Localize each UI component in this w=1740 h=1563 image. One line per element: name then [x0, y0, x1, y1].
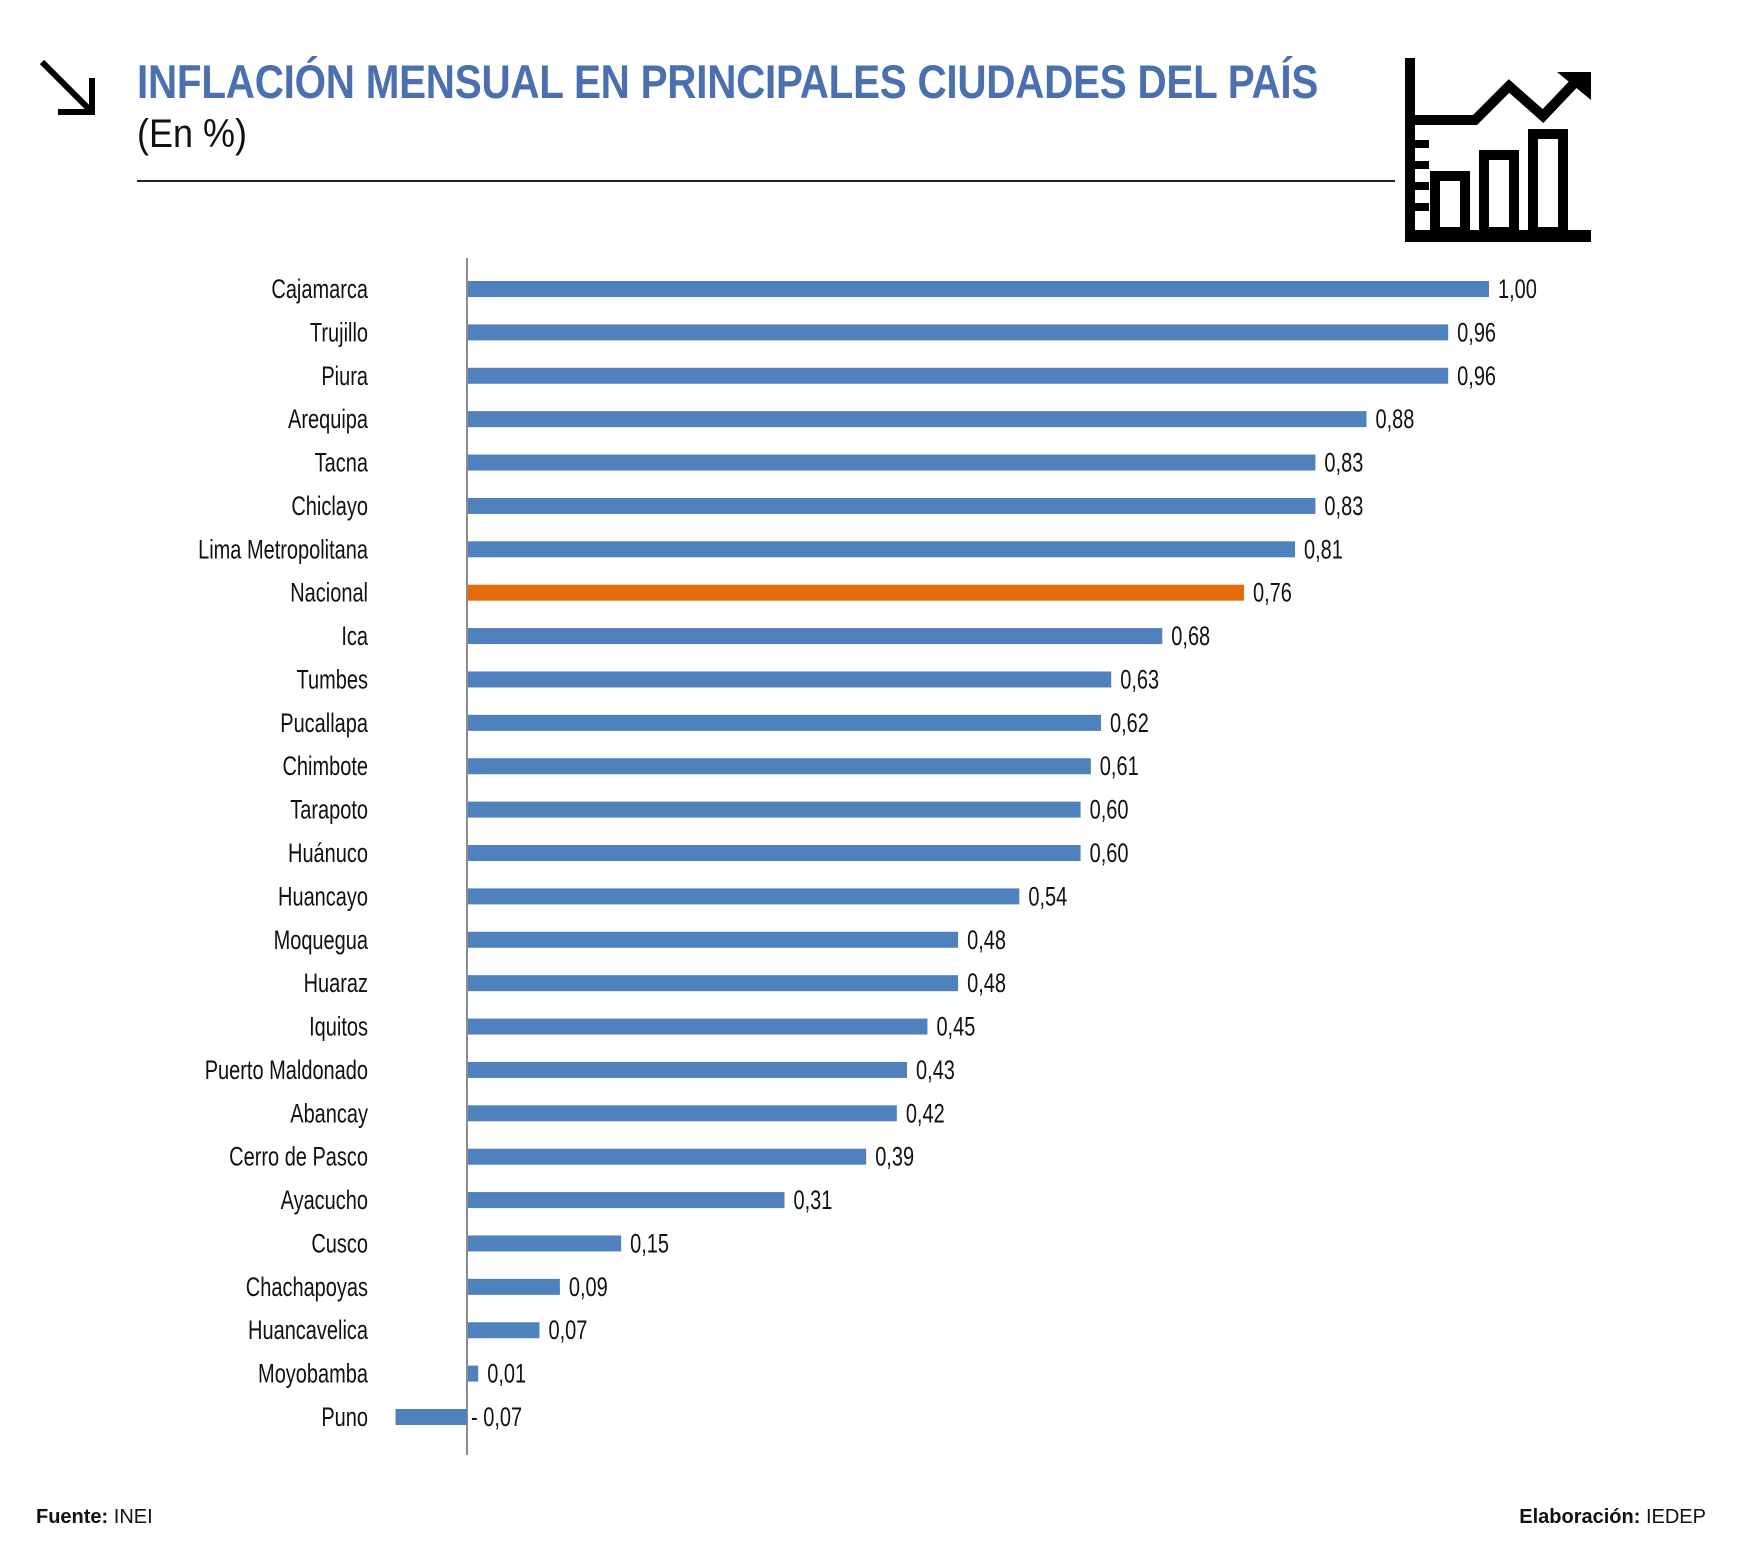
source-note: Fuente: INEI	[36, 1506, 153, 1529]
category-label: Moquegua	[274, 925, 369, 956]
data-label: 0,54	[1028, 882, 1067, 913]
source-value: INEI	[113, 1506, 153, 1528]
category-label: Tacna	[315, 448, 369, 479]
bar	[468, 1365, 479, 1382]
category-label: Lima Metropolitana	[198, 534, 369, 565]
bar	[468, 281, 1489, 297]
title-divider	[137, 180, 1395, 182]
bar	[468, 541, 1296, 558]
category-label: Ayacucho	[281, 1185, 368, 1216]
bar	[468, 758, 1091, 775]
arrow-down-right-icon	[39, 59, 95, 115]
data-label: 0,63	[1120, 665, 1159, 696]
credit-value: IEDEP	[1645, 1506, 1706, 1528]
category-label: Chiclayo	[291, 491, 368, 522]
data-label: 0,60	[1090, 838, 1129, 869]
category-label: Iquitos	[309, 1012, 368, 1043]
data-label: 0,76	[1253, 578, 1292, 609]
data-label: 0,09	[569, 1272, 608, 1303]
bar	[468, 1278, 560, 1295]
data-label: 0,60	[1090, 795, 1129, 826]
data-label: - 0,07	[471, 1402, 522, 1433]
category-label: Huaraz	[304, 968, 368, 999]
bar	[468, 1322, 540, 1339]
bar	[468, 1235, 622, 1252]
category-label: Arequipa	[288, 404, 369, 435]
bar	[468, 454, 1316, 471]
category-label: Cusco	[311, 1229, 368, 1260]
bar	[468, 888, 1020, 905]
data-label: 0,96	[1457, 318, 1496, 349]
data-label: 1,00	[1498, 274, 1537, 305]
bar	[468, 931, 959, 948]
category-label: Tarapoto	[290, 795, 368, 826]
bar	[468, 628, 1163, 645]
bar	[468, 1192, 785, 1209]
category-label: Huánuco	[288, 838, 368, 869]
category-label: Abancay	[290, 1098, 368, 1129]
bar-line-chart-icon	[1405, 58, 1591, 242]
data-label: 0,01	[487, 1359, 526, 1390]
category-label: Tumbes	[297, 665, 369, 696]
data-label: 0,62	[1110, 708, 1149, 739]
category-label: Nacional	[290, 578, 368, 609]
data-label: 0,15	[630, 1229, 669, 1260]
bar	[468, 1148, 867, 1165]
data-label: 0,48	[967, 968, 1006, 999]
data-label: 0,81	[1304, 534, 1343, 565]
bar	[468, 1018, 928, 1035]
data-label: 0,96	[1457, 361, 1496, 392]
category-label: Ica	[341, 621, 368, 652]
bar	[468, 324, 1449, 341]
category-label: Chimbote	[282, 751, 368, 782]
category-label: Huancayo	[278, 882, 368, 913]
data-label: 0,83	[1324, 448, 1363, 479]
bar	[468, 411, 1367, 428]
data-label: 0,39	[875, 1142, 914, 1173]
category-label: Cajamarca	[271, 274, 368, 305]
bar	[468, 714, 1102, 731]
category-label: Pucallapa	[280, 708, 368, 739]
data-label: 0,43	[916, 1055, 955, 1086]
chart-subtitle: (En %)	[137, 112, 248, 156]
bar	[468, 975, 959, 992]
category-label: Puerto Maldonado	[205, 1055, 368, 1086]
category-label: Huancavelica	[248, 1315, 369, 1346]
data-label: 0,83	[1324, 491, 1363, 522]
bar	[468, 1105, 897, 1122]
category-label: Trujillo	[310, 318, 368, 349]
bar	[468, 497, 1316, 514]
bar	[468, 367, 1449, 384]
data-label: 0,42	[906, 1098, 945, 1129]
credit-label: Elaboración:	[1519, 1506, 1641, 1528]
data-label: 0,31	[794, 1185, 833, 1216]
chart-title: INFLACIÓN MENSUAL EN PRINCIPALES CIUDADE…	[137, 55, 1319, 108]
bar	[468, 1061, 908, 1078]
credit-note: Elaboración: IEDEP	[1519, 1506, 1706, 1529]
bar	[395, 1409, 467, 1425]
data-label: 0,48	[967, 925, 1006, 956]
bar	[468, 801, 1081, 818]
category-label: Piura	[321, 361, 368, 392]
data-label: 0,68	[1171, 621, 1210, 652]
category-label: Chachapoyas	[246, 1272, 368, 1303]
source-label: Fuente:	[36, 1506, 109, 1528]
bar	[468, 671, 1112, 688]
data-label: 0,88	[1375, 404, 1414, 435]
data-label: 0,61	[1100, 751, 1139, 782]
category-label: Moyobamba	[258, 1359, 369, 1390]
bar	[468, 845, 1081, 861]
data-label: 0,45	[936, 1012, 975, 1043]
data-label: 0,07	[548, 1315, 587, 1346]
bar-highlight	[468, 584, 1244, 601]
category-label: Cerro de Pasco	[229, 1142, 368, 1173]
category-label: Puno	[321, 1402, 368, 1433]
